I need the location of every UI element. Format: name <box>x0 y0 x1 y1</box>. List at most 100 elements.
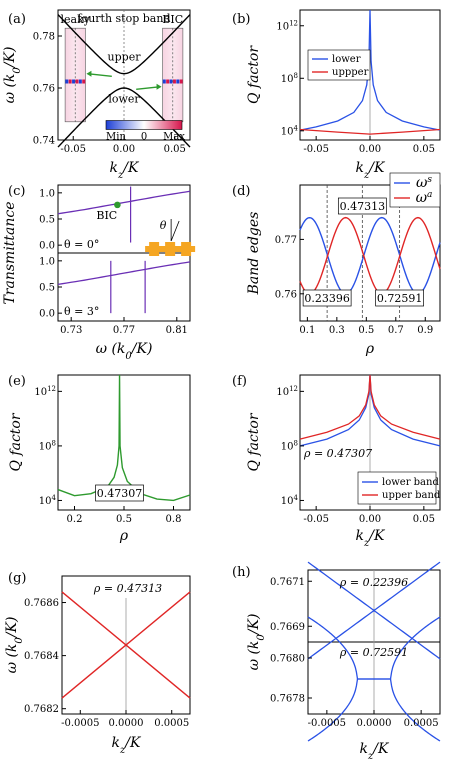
annotation-g: ρ = 0.47313 <box>93 582 162 595</box>
ytick-h-bottom-1: 0.7680 <box>270 654 305 665</box>
ylabel-c: Transmittance <box>2 201 18 304</box>
series-g-1 <box>61 591 191 699</box>
arrow-to-leaky <box>87 73 112 77</box>
marker-box-d-0 <box>302 289 352 307</box>
band-upper <box>57 14 191 75</box>
mode-field-dot <box>176 79 180 84</box>
arrow-head-left <box>86 70 92 77</box>
legend-b-entry-1: uppper <box>332 67 369 78</box>
panel-label-b: (b) <box>232 12 250 27</box>
panel-e: 0.47307 0.2 0.5 0.8 104 108 1012 (e) ρ Q factor <box>8 374 191 544</box>
panel-label-d: (d) <box>232 184 250 199</box>
xtick-c-0: 0.73 <box>60 325 82 336</box>
structure-icon-block <box>181 242 192 256</box>
series-b-lower <box>299 9 441 131</box>
panel-label-f: (f) <box>232 374 247 389</box>
transmittance-top <box>57 190 191 215</box>
xtick-a-0: -0.05 <box>60 144 86 155</box>
ylabel-f: Q factor <box>246 412 262 471</box>
ytick-c-top-2: 1.0 <box>39 188 55 199</box>
label-theta3: θ = 3° <box>64 305 99 318</box>
mode-field-dot <box>179 79 183 84</box>
xtick-d-2: 0.5 <box>358 325 374 336</box>
panel-a: fourth stop band upper lower leaky BIC Min 0 Ma… <box>2 9 191 181</box>
series-d-0 <box>299 216 441 295</box>
mode-field-dot <box>169 79 173 84</box>
bic-mode-profile <box>162 27 184 123</box>
mode-field-dot <box>65 79 69 84</box>
colorbar-zero: 0 <box>141 132 147 143</box>
ytick-a-0: 0.74 <box>33 136 55 147</box>
series-f-1 <box>299 374 441 440</box>
ytick-b-0: 104 <box>281 124 299 137</box>
ylabel-d: Band edges <box>246 212 262 296</box>
mode-field-dot <box>68 79 72 84</box>
xtick-e-2: 0.8 <box>166 514 182 525</box>
xtick-b-2: 0.05 <box>413 144 435 155</box>
mode-field-dot <box>75 79 79 84</box>
panel-label-e: (e) <box>8 374 26 389</box>
legend-d <box>389 172 441 208</box>
panel-label-c: (c) <box>8 184 25 199</box>
ytick-c-top-0: 0.0 <box>39 241 55 252</box>
panel-g: ρ = 0.47313 -0.0005 0.0000 0.0005 0.7682 0.76… <box>4 571 191 756</box>
xlabel-f: kz/K <box>356 528 386 549</box>
xlabel-c: ω (k0/K) <box>96 341 153 362</box>
xtick-d-0: 0.1 <box>299 325 315 336</box>
marker-label-d-2: 0.72591 <box>377 292 423 305</box>
panel-c: θ = 0° BIC θ = 3° θ 0.73 0.77 0.81 0.0 0.0 0.5 0.5… <box>2 184 196 362</box>
xtick-d-1: 0.3 <box>329 325 345 336</box>
ytick-c-bottom-1: 0.5 <box>39 283 55 294</box>
ylabel-e: Q factor <box>8 412 24 471</box>
ytick-h-bottom-0: 0.7678 <box>270 694 305 705</box>
legend-d-entry-1: ωa <box>416 190 433 206</box>
legend-b-entry-0: lower <box>332 54 361 65</box>
panel-h: ρ = 0.22396 ρ = 0.72591 -0.0005 0.0000 0.000… <box>232 561 441 760</box>
ylabel-a: ω (k0/K) <box>2 47 23 104</box>
xtick-c-1: 0.77 <box>113 325 135 336</box>
label-leaky: leaky <box>61 13 91 26</box>
xlabel-e: ρ <box>119 528 129 544</box>
series-h-top-1 <box>307 609 441 660</box>
legend-f-entry-0: lower band <box>382 477 439 488</box>
marker-box-d-1 <box>337 197 387 215</box>
xtick-c-2: 0.81 <box>166 325 188 336</box>
colorbar-min: Min <box>106 132 126 143</box>
ytick-g-0: 0.7682 <box>24 704 59 715</box>
angle-line-tilted <box>170 220 180 242</box>
xlabel-a: kz/K <box>110 160 140 181</box>
ytick-f-0: 104 <box>281 494 299 507</box>
xtick-h-1: 0.0000 <box>357 718 392 729</box>
xtick-e-0: 0.2 <box>67 514 83 525</box>
legend-f <box>357 471 437 505</box>
marker-label-d-1: 0.47313 <box>340 200 386 213</box>
ylabel-b: Q factor <box>246 45 262 104</box>
label-theta0: θ = 0° <box>64 238 99 251</box>
series-e <box>57 374 191 502</box>
xtick-d-3: 0.7 <box>388 325 404 336</box>
series-h-bottom-1 <box>307 678 441 742</box>
mode-field-dot <box>172 79 176 84</box>
ytick-f-1: 108 <box>281 439 298 452</box>
panel-f: ρ = 0.47307 lower band upper band -0.05 0.00… <box>232 374 441 549</box>
ylabel-g: ω (k0/K) <box>4 617 25 674</box>
label-fourth-stop-band: fourth stop band <box>78 12 171 25</box>
mode-field-dot <box>72 79 76 84</box>
leaky-mode-profile <box>64 27 86 123</box>
xtick-a-1: 0.00 <box>113 144 135 155</box>
arrow-to-bic <box>136 86 161 90</box>
panel-d-frame <box>299 184 441 322</box>
legend-b <box>307 49 371 81</box>
structure-icon-block <box>149 242 160 256</box>
xtick-e-1: 0.5 <box>116 514 132 525</box>
legend-f-entry-1: upper band <box>382 490 441 501</box>
xtick-f-1: 0.00 <box>359 514 381 525</box>
label-bic: BIC <box>162 13 183 26</box>
ytick-d-0: 0.76 <box>275 289 297 300</box>
ytick-c-top-1: 0.5 <box>39 215 55 226</box>
annotation-f: ρ = 0.47307 <box>303 447 372 460</box>
marker-label-d-0: 0.23396 <box>304 292 350 305</box>
xtick-b-1: 0.00 <box>359 144 381 155</box>
ylabel-h: ω (k0/K) <box>246 614 267 671</box>
